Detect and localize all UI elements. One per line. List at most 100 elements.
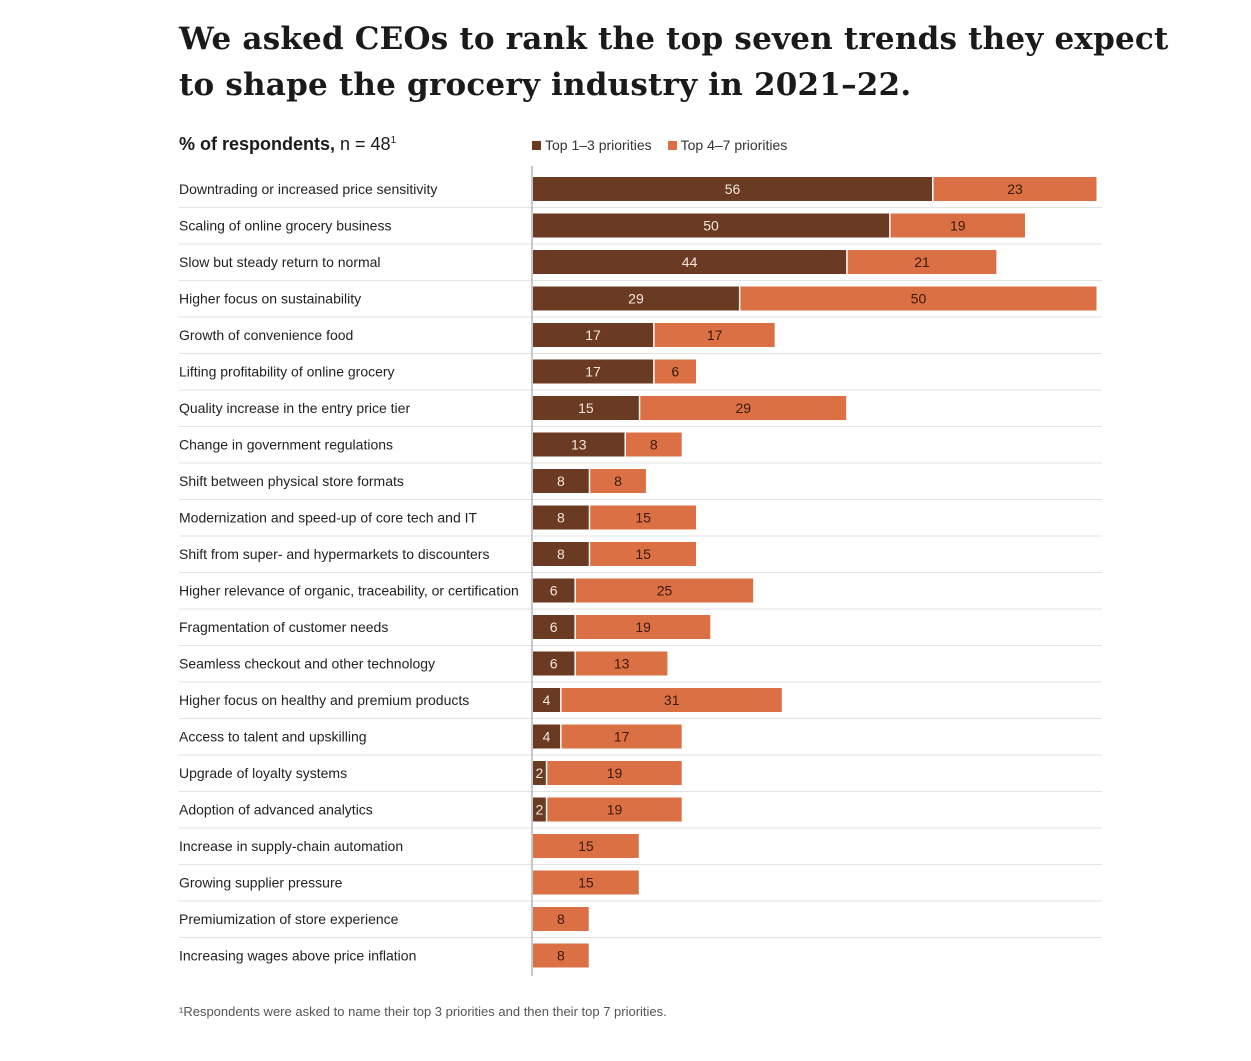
bar-top-1-3 bbox=[533, 396, 639, 420]
category-label: Modernization and speed-up of core tech … bbox=[179, 510, 478, 526]
bar-top-4-7 bbox=[890, 213, 1025, 238]
data-label: 4 bbox=[543, 729, 551, 745]
bar-top-1-3 bbox=[533, 505, 589, 530]
category-label: Scaling of online grocery business bbox=[179, 218, 391, 234]
bar-top-4-7 bbox=[590, 542, 696, 566]
bar-top-4-7 bbox=[533, 870, 639, 895]
bar-top-4-7 bbox=[640, 396, 847, 420]
data-label: 17 bbox=[707, 327, 723, 343]
data-label: 6 bbox=[550, 656, 558, 672]
data-label: 15 bbox=[635, 510, 651, 526]
bar-top-4-7 bbox=[533, 907, 589, 931]
legend-item-top-1-3: Top 1–3 priorities bbox=[532, 137, 652, 153]
data-label: 19 bbox=[607, 802, 623, 818]
legend-label-top-1-3: Top 1–3 priorities bbox=[545, 137, 652, 153]
category-label: Increase in supply-chain automation bbox=[179, 838, 403, 854]
legend: Top 1–3 priorities Top 4–7 priorities bbox=[532, 137, 787, 153]
legend-swatch-top-1-3 bbox=[532, 140, 541, 150]
data-label: 8 bbox=[614, 473, 622, 489]
data-label: 50 bbox=[911, 291, 927, 307]
bar-top-4-7 bbox=[740, 286, 1097, 311]
category-label: Change in government regulations bbox=[179, 437, 393, 453]
bar-top-4-7 bbox=[533, 943, 589, 968]
data-label: 8 bbox=[557, 546, 565, 562]
bar-top-4-7 bbox=[575, 615, 711, 639]
chart-subtitle: % of respondents, n = 481 bbox=[179, 134, 396, 155]
data-label: 8 bbox=[557, 510, 565, 526]
bar-top-4-7 bbox=[547, 761, 682, 785]
legend-swatch-top-4-7 bbox=[667, 140, 677, 150]
data-label: 23 bbox=[1007, 181, 1023, 197]
category-label: Higher focus on sustainability bbox=[179, 291, 361, 307]
bar-top-4-7 bbox=[575, 578, 754, 603]
data-label: 8 bbox=[557, 911, 565, 927]
bar-top-1-3 bbox=[533, 688, 561, 712]
category-label: Higher relevance of organic, traceabilit… bbox=[179, 583, 519, 599]
footnote: ¹Respondents were asked to name their to… bbox=[179, 1004, 667, 1019]
bar-top-4-7 bbox=[847, 250, 997, 274]
data-label: 6 bbox=[550, 583, 558, 599]
category-label: Increasing wages above price inflation bbox=[179, 948, 416, 964]
bar-top-4-7 bbox=[590, 469, 646, 493]
bar-top-1-3 bbox=[533, 469, 589, 493]
bar-chart: Downtrading or increased price sensitivi… bbox=[179, 166, 1102, 976]
bar-top-4-7 bbox=[933, 177, 1097, 201]
bar-top-1-3 bbox=[533, 359, 654, 384]
data-label: 17 bbox=[585, 327, 601, 343]
subtitle-n: n = 48 bbox=[335, 134, 391, 154]
category-label: Growth of convenience food bbox=[179, 327, 353, 343]
bar-top-1-3 bbox=[533, 177, 933, 201]
data-label: 29 bbox=[628, 291, 644, 307]
category-label: Downtrading or increased price sensitivi… bbox=[179, 181, 437, 197]
bar-top-1-3 bbox=[533, 651, 575, 676]
bar-top-1-3 bbox=[533, 432, 625, 457]
chart-title: We asked CEOs to rank the top seven tren… bbox=[179, 21, 1169, 103]
data-label: 17 bbox=[585, 364, 601, 380]
bar-top-1-3 bbox=[533, 286, 739, 311]
bar-top-1-3 bbox=[533, 542, 589, 566]
bar-top-4-7 bbox=[561, 724, 682, 749]
category-label: Shift from super- and hypermarkets to di… bbox=[179, 546, 489, 562]
category-label: Growing supplier pressure bbox=[179, 875, 343, 891]
data-label: 56 bbox=[725, 181, 741, 197]
data-label: 13 bbox=[571, 437, 587, 453]
data-label: 15 bbox=[635, 546, 651, 562]
legend-item-top-4-7: Top 4–7 priorities bbox=[667, 137, 787, 153]
category-label: Seamless checkout and other technology bbox=[179, 656, 435, 672]
data-label: 2 bbox=[536, 802, 544, 818]
data-label: 17 bbox=[614, 729, 630, 745]
bar-top-1-3 bbox=[533, 724, 561, 749]
category-label: Premiumization of store experience bbox=[179, 911, 399, 927]
subtitle-footnote-mark: 1 bbox=[390, 135, 397, 146]
bar-top-4-7 bbox=[575, 651, 668, 676]
bar-top-1-3 bbox=[533, 761, 546, 785]
bar-top-1-3 bbox=[533, 323, 654, 347]
data-label: 13 bbox=[614, 656, 630, 672]
data-label: 19 bbox=[635, 619, 651, 635]
bar-top-4-7 bbox=[561, 688, 782, 712]
subtitle-bold: % of respondents, bbox=[179, 134, 336, 154]
bar-top-1-3 bbox=[533, 250, 847, 274]
category-label: Fragmentation of customer needs bbox=[179, 619, 388, 635]
bar-top-1-3 bbox=[533, 213, 890, 238]
data-label: 19 bbox=[607, 765, 623, 781]
data-label: 15 bbox=[578, 400, 594, 416]
bar-top-4-7 bbox=[533, 834, 639, 858]
data-label: 6 bbox=[550, 619, 558, 635]
data-label: 31 bbox=[664, 692, 680, 708]
data-label: 15 bbox=[578, 838, 594, 854]
data-label: 19 bbox=[950, 218, 966, 234]
bar-top-4-7 bbox=[625, 432, 682, 457]
data-label: 8 bbox=[650, 437, 658, 453]
data-label: 29 bbox=[735, 400, 751, 416]
category-label: Shift between physical store formats bbox=[179, 473, 404, 489]
bar-top-4-7 bbox=[547, 797, 682, 822]
data-label: 44 bbox=[682, 254, 698, 270]
bar-top-4-7 bbox=[654, 323, 775, 347]
category-label: Slow but steady return to normal bbox=[179, 254, 381, 270]
data-label: 25 bbox=[657, 583, 673, 599]
data-label: 21 bbox=[914, 254, 930, 270]
data-label: 15 bbox=[578, 875, 594, 891]
bar-top-1-3 bbox=[533, 578, 575, 603]
data-label: 8 bbox=[557, 948, 565, 964]
